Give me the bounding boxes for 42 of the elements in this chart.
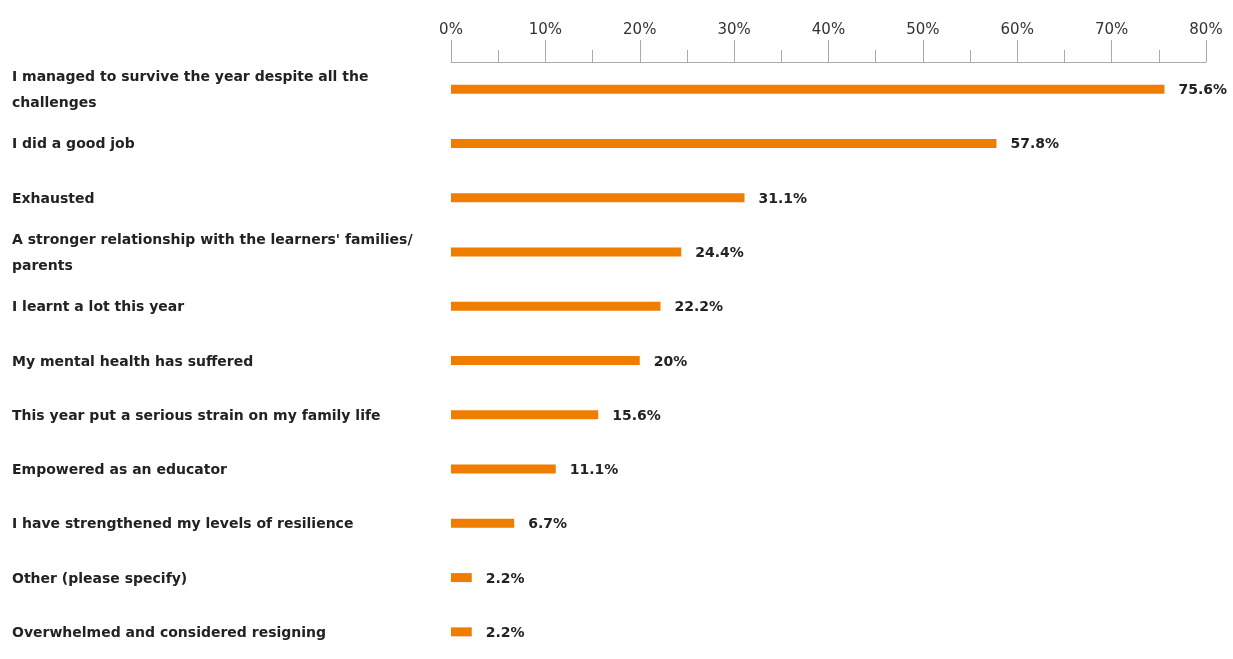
bar [451, 138, 997, 148]
y-tick-label: I have strengthened my levels of resilience [12, 515, 354, 532]
y-tick-label: Overwhelmed and considered resigning [12, 623, 327, 640]
y-tick-label: This year put a serious strain on my family life [12, 406, 381, 423]
data-label: 11.1% [569, 461, 619, 478]
bar [451, 247, 682, 257]
x-tick-label: 60% [1000, 19, 1034, 38]
data-label: 15.6% [612, 406, 661, 423]
bar [451, 410, 599, 420]
data-label: 57.8% [1010, 135, 1060, 152]
y-tick-label: I managed to survive the year despite all the challenges [12, 68, 374, 111]
data-label: 75.6% [1178, 81, 1228, 98]
y-tick-label: Exhausted [12, 189, 95, 206]
y-tick-label: Other (please specify) [12, 569, 188, 586]
data-label: 20% [653, 352, 688, 369]
bar [451, 193, 745, 203]
bar [451, 518, 515, 528]
y-tick-label: I learnt a lot this year [12, 298, 185, 315]
bar [451, 84, 1165, 94]
data-label: 6.7% [528, 515, 568, 532]
bar [451, 356, 640, 365]
bar [451, 627, 472, 637]
y-tick-label: Empowered as an educator [12, 461, 227, 478]
bar [451, 301, 661, 311]
x-tick-label: 20% [623, 19, 657, 38]
y-tick-label: I did a good job [12, 135, 135, 152]
y-tick-label: My mental health has suffered [12, 352, 254, 369]
y-tick-label: A stronger relationship with the learners' families/parents [12, 230, 414, 273]
x-tick-label: 0% [439, 19, 463, 38]
x-tick-label: 70% [1094, 19, 1129, 38]
x-tick-label: 30% [717, 19, 751, 38]
data-label: 24.4% [695, 243, 744, 260]
data-label: 2.2% [485, 569, 525, 586]
x-tick-label: 10% [528, 19, 563, 38]
bar [451, 464, 556, 474]
x-tick-label: 40% [811, 19, 846, 38]
data-label: 22.2% [674, 298, 724, 315]
x-tick-label: 80% [1189, 19, 1223, 38]
data-label: 2.2% [485, 623, 525, 640]
data-label: 31.1% [758, 189, 808, 206]
x-tick-label: 50% [906, 19, 940, 38]
bar [451, 573, 472, 583]
